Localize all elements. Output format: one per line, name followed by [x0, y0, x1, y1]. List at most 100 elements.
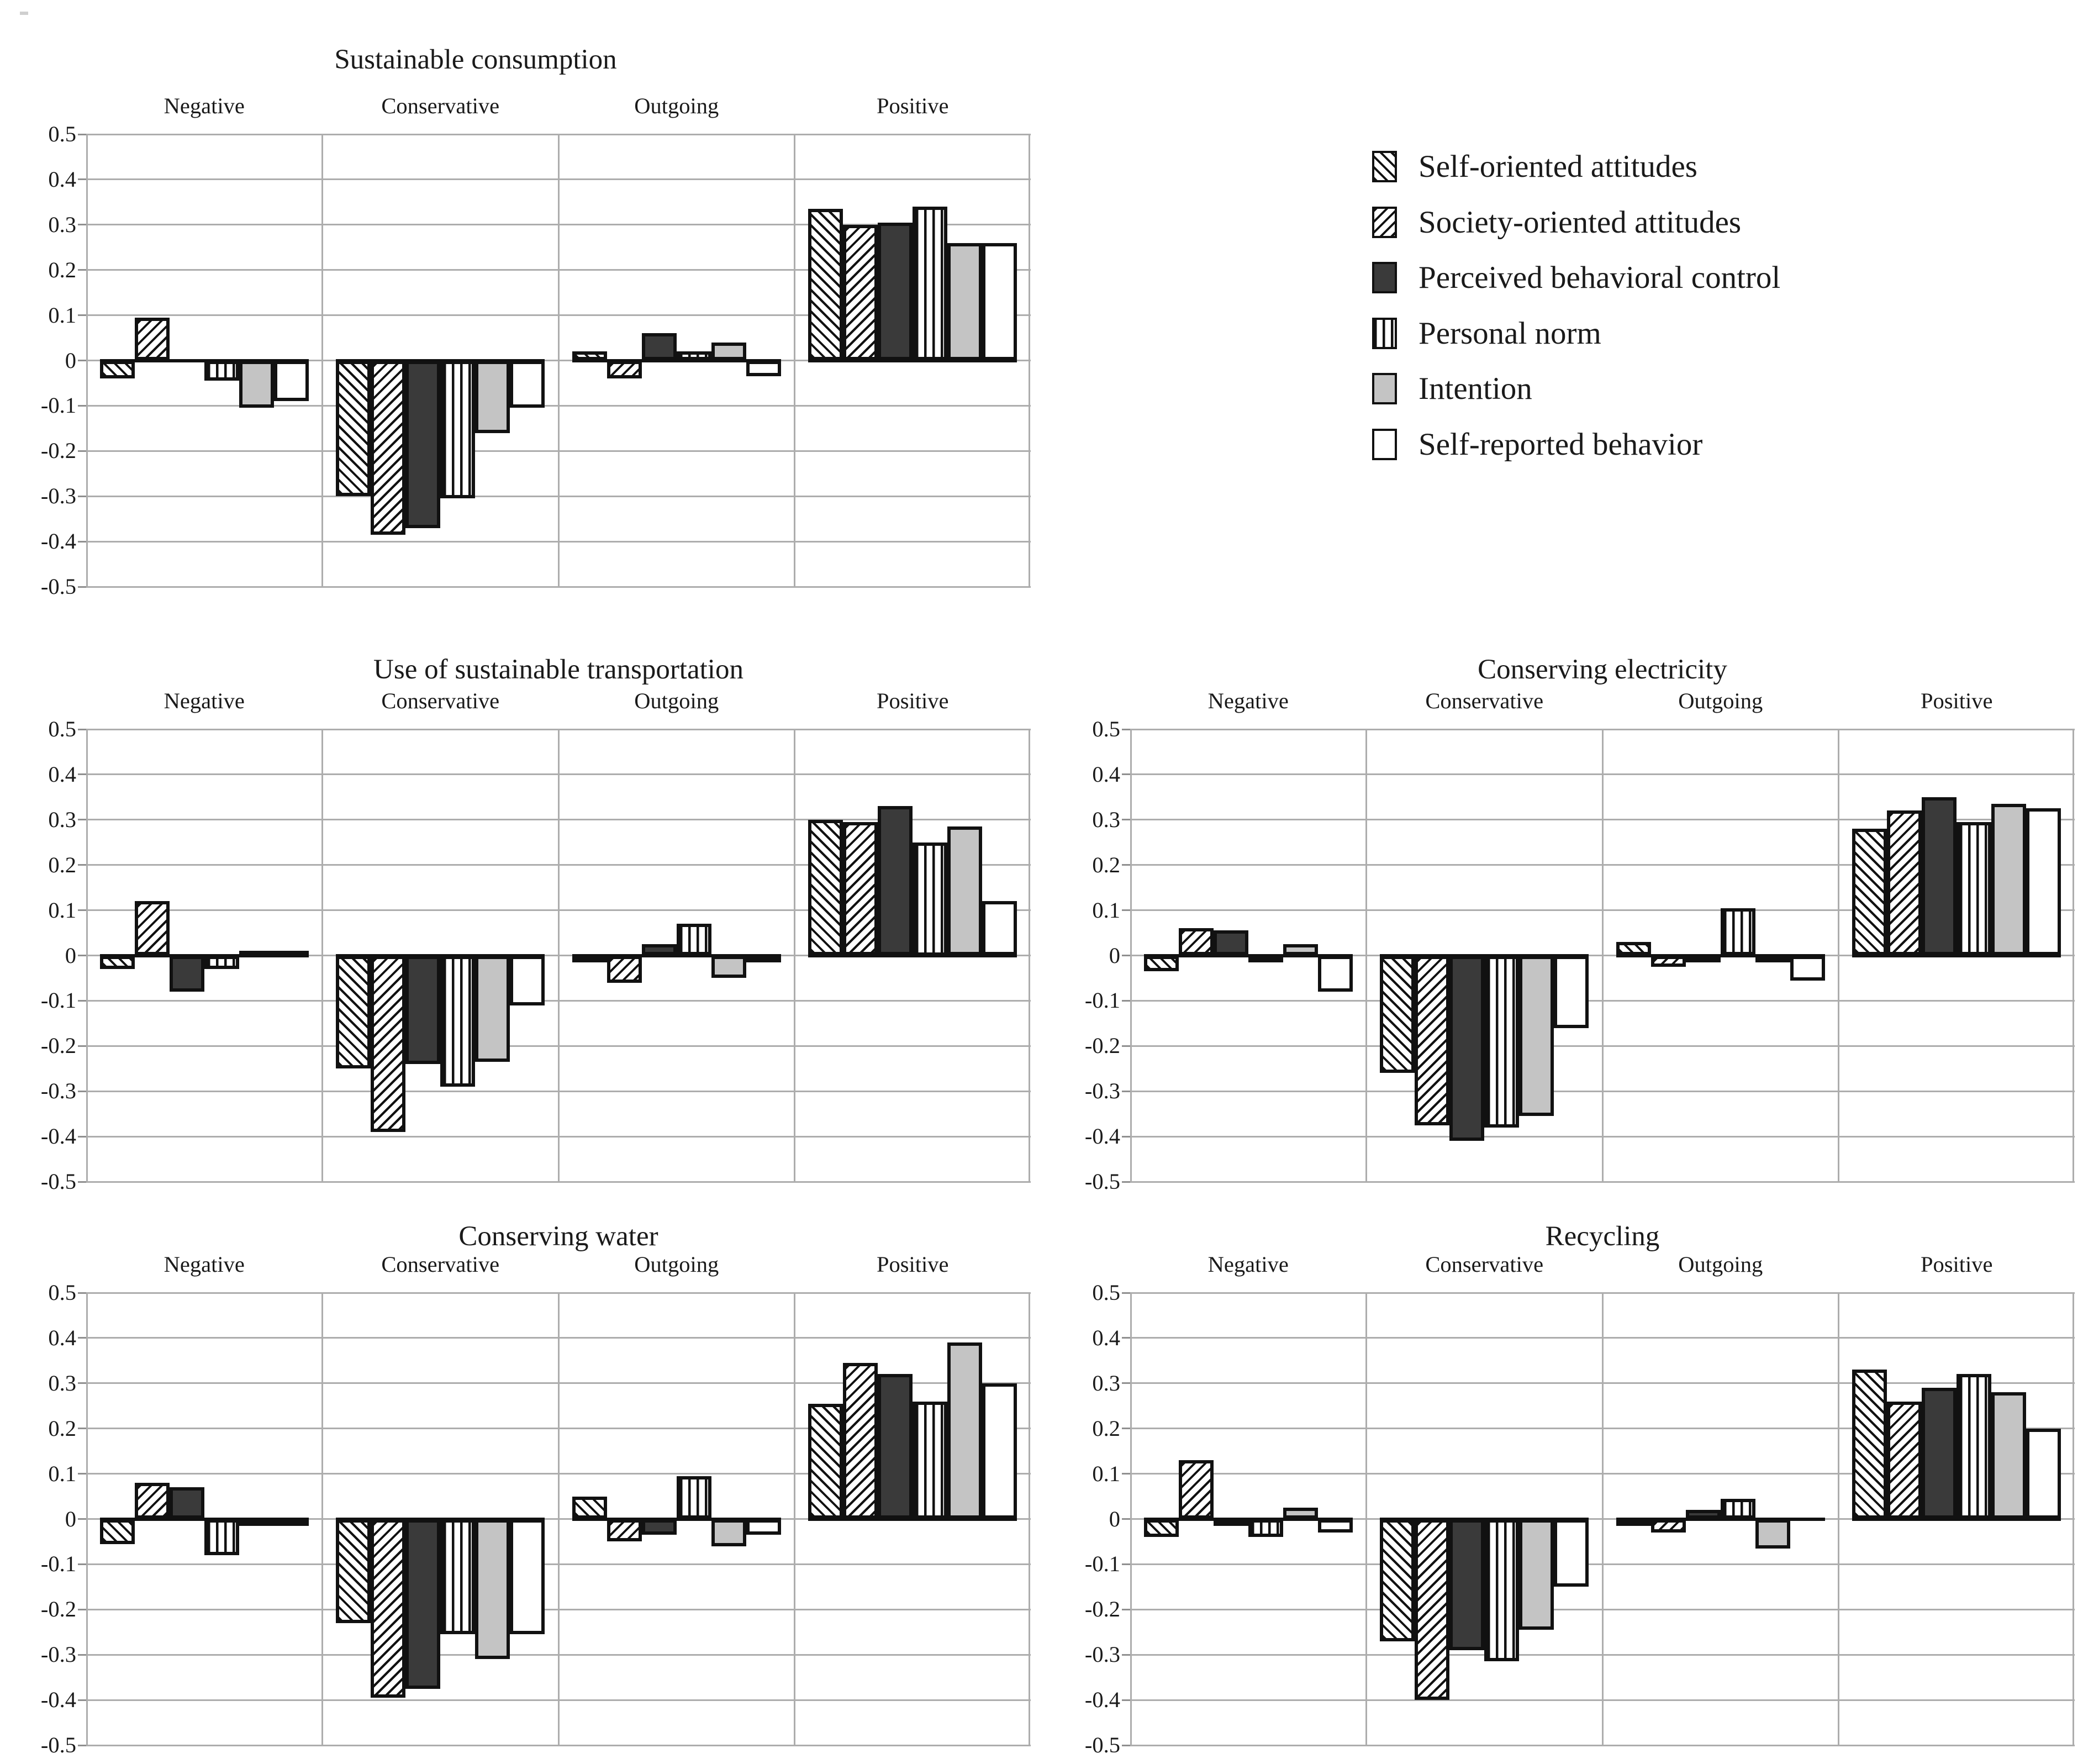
y-axis-tick-label: 0.1 [48, 302, 76, 328]
gridline [1130, 1181, 2075, 1183]
y-axis-tick-label: 0.5 [1092, 1280, 1120, 1305]
panel-separator [794, 1293, 795, 1745]
bar [878, 806, 913, 956]
panel-separator [321, 134, 323, 587]
cluster-zero-baseline [336, 359, 545, 362]
y-axis-tick [1122, 1563, 1130, 1565]
bar [2026, 1428, 2061, 1519]
bar [99, 360, 135, 379]
y-axis-tick-label: -0.4 [40, 1124, 76, 1149]
bar [336, 360, 371, 497]
bar [336, 955, 371, 1069]
bar [572, 1496, 607, 1519]
y-axis-line [1130, 729, 1132, 1182]
bar [572, 955, 607, 962]
bar [1685, 1510, 1721, 1519]
chart-title-sustainable-consumption: Sustainable consumption [334, 44, 617, 75]
group-label-positive: Positive [876, 93, 949, 118]
bar [1616, 941, 1651, 956]
y-axis-tick [78, 1699, 86, 1701]
y-axis-tick-label: -0.3 [40, 483, 76, 509]
y-axis-tick-label: -0.3 [40, 1642, 76, 1667]
y-axis-tick-label: 0.4 [48, 761, 76, 787]
scan-artifact-mark [20, 12, 28, 15]
y-axis-tick-label: 0.1 [48, 1461, 76, 1486]
y-axis-tick-label: 0.4 [1092, 1325, 1120, 1350]
y-axis-tick [78, 495, 86, 497]
y-axis-tick [1122, 999, 1130, 1002]
y-axis-tick [78, 404, 86, 407]
y-axis-tick-label: 0.3 [1092, 807, 1120, 832]
bar [1380, 1519, 1415, 1641]
cluster-zero-baseline [1380, 1517, 1589, 1521]
gridline [1130, 1744, 2075, 1746]
y-axis-tick-label: -0.1 [1084, 988, 1120, 1013]
diagonal-down-hatch-swatch-icon [1372, 151, 1397, 182]
y-axis-tick [78, 909, 86, 912]
bar [808, 819, 843, 956]
y-axis-tick-label: 0.5 [48, 717, 76, 741]
legend-item-label: Intention [1418, 371, 1532, 406]
panel-separator [1601, 1293, 1604, 1745]
y-axis-tick [78, 728, 86, 730]
bar [405, 360, 441, 528]
panel-separator [321, 1293, 323, 1745]
bar [1248, 955, 1283, 962]
bar [1790, 955, 1825, 981]
bar [204, 955, 239, 970]
y-axis-tick [1122, 955, 1130, 956]
y-axis-tick [78, 269, 86, 271]
y-axis-tick-label: -0.5 [40, 574, 76, 599]
group-label-negative: Negative [1207, 1252, 1289, 1277]
panel-separator [321, 729, 323, 1182]
y-axis-tick [1122, 1654, 1130, 1656]
y-axis-tick-label: 0.3 [48, 807, 76, 832]
bar [746, 360, 781, 377]
y-axis-tick-label: 0.2 [48, 1415, 76, 1441]
bar [239, 1519, 274, 1526]
cluster-zero-baseline [1616, 1517, 1825, 1521]
bar [1317, 1519, 1353, 1533]
bar [1380, 955, 1415, 1073]
group-label-positive: Positive [876, 1252, 949, 1277]
y-axis-tick [1122, 1608, 1130, 1610]
y-axis-tick [1122, 1090, 1130, 1092]
y-axis-tick [78, 586, 86, 588]
solid-dark-swatch-icon [1372, 262, 1397, 293]
y-axis-tick [1122, 1382, 1130, 1384]
bar [510, 360, 545, 408]
bar [1449, 955, 1485, 1141]
bar [947, 826, 983, 956]
bar [1554, 1519, 1589, 1587]
bar [475, 360, 510, 433]
chart-title-conserving-water: Conserving water [458, 1221, 658, 1252]
bar [1650, 955, 1686, 967]
chart-plot-conserving-electricity: 0.5 0.4 0.3 0.2 0.1 0 -0.1 -0.2 -0.3 -0.4 -0.5 Nega… [1085, 688, 2075, 1194]
bar [204, 1519, 239, 1556]
bar [1991, 804, 2027, 956]
bar [843, 224, 878, 361]
y-axis-tick-label: 0.1 [1092, 1461, 1120, 1486]
y-axis-tick [78, 1135, 86, 1138]
bar [1213, 930, 1248, 956]
bar [572, 351, 607, 361]
bar [1178, 1460, 1214, 1519]
bar [676, 1476, 711, 1519]
legend-item-label: Society-oriented attitudes [1418, 204, 1742, 240]
bar [641, 333, 677, 361]
cluster-zero-baseline [1380, 954, 1589, 957]
y-axis-tick-label: 0.3 [48, 1370, 76, 1396]
bar [405, 1519, 441, 1689]
gridline [86, 1181, 1031, 1183]
panel-separator [1838, 1293, 1839, 1745]
bar [1957, 822, 1992, 956]
group-label-conservative: Conservative [1425, 1252, 1544, 1277]
bar [1720, 908, 1755, 956]
solid-light-swatch-icon [1372, 373, 1397, 404]
panel-separator [2072, 729, 2074, 1182]
group-label-conservative: Conservative [381, 688, 500, 713]
y-axis-line [86, 1293, 88, 1745]
group-label-negative: Negative [164, 1252, 245, 1277]
y-axis-tick [1122, 1337, 1130, 1339]
y-axis-tick [78, 178, 86, 181]
